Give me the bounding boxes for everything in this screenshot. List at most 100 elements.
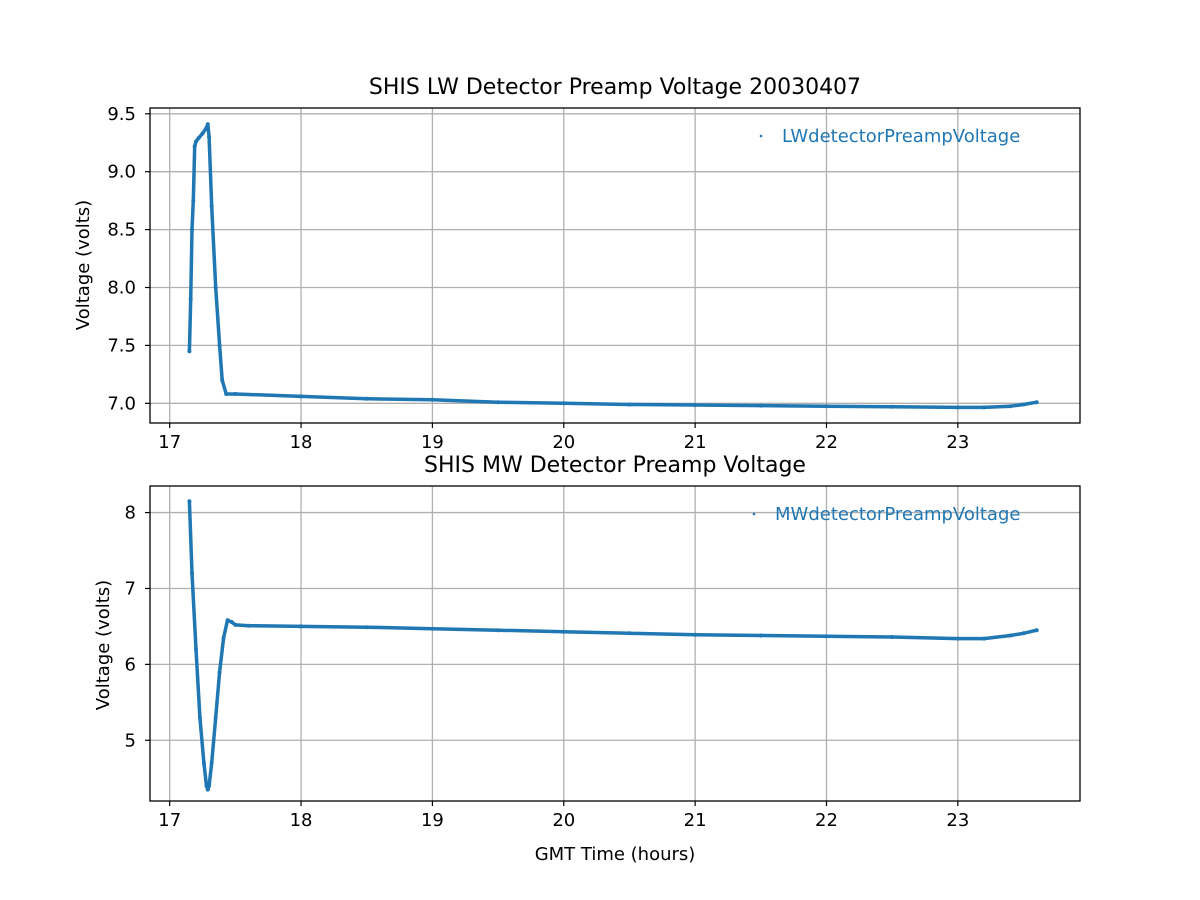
x-tick-label: 19 — [421, 810, 444, 831]
y-tick-label: 9.5 — [107, 104, 136, 125]
data-point — [194, 139, 198, 144]
lw-axis-ticks: 17 18 19 20 21 22 23 7.0 7.5 8.0 8.5 9.0 9.5 — [107, 104, 969, 453]
x-tick-label: 22 — [815, 810, 838, 831]
data-point — [233, 622, 238, 627]
data-point — [190, 227, 194, 232]
data-point — [430, 626, 435, 631]
data-point — [190, 571, 194, 576]
data-point — [207, 135, 212, 139]
data-point — [299, 394, 304, 399]
data-point — [364, 625, 369, 630]
data-point — [693, 403, 698, 407]
y-tick-label: 9.0 — [107, 162, 136, 183]
mw-plot-frame — [149, 485, 1081, 802]
data-point — [758, 633, 763, 638]
x-tick-label: 20 — [552, 432, 575, 453]
mw-x-axis-label: GMT Time (hours) — [535, 844, 696, 865]
data-point — [192, 144, 197, 149]
data-point — [890, 404, 895, 409]
x-tick-label: 17 — [158, 432, 181, 453]
data-point — [627, 631, 632, 636]
data-point — [982, 636, 987, 641]
y-tick-label: 5 — [125, 730, 136, 751]
data-point — [1021, 631, 1026, 636]
data-point — [955, 405, 960, 410]
data-point — [205, 787, 210, 792]
data-point — [188, 297, 193, 302]
data-point — [220, 378, 225, 383]
data-point — [824, 634, 829, 639]
x-tick-label: 22 — [815, 432, 838, 453]
mw-legend-label: MWdetectorPreampVoltage — [775, 504, 1020, 525]
data-point — [209, 204, 214, 209]
data-point — [430, 397, 435, 402]
x-tick-label: 23 — [946, 810, 969, 831]
data-point — [561, 629, 566, 634]
mw-voltage-panel: SHIS MW Detector Preamp Voltage Voltage … — [93, 453, 1081, 865]
data-point — [221, 635, 226, 640]
x-tick-label: 18 — [290, 432, 313, 453]
mw-legend: MWdetectorPreampVoltage — [752, 504, 1020, 525]
data-point — [982, 405, 987, 410]
y-tick-label: 8.5 — [107, 220, 136, 241]
data-point — [561, 401, 566, 406]
lw-voltage-panel: SHIS LW Detector Preamp Voltage 20030407… — [73, 75, 1081, 453]
mw-axis-ticks: 17 18 19 20 21 22 23 5 6 7 8 — [125, 503, 970, 831]
data-point — [205, 122, 210, 127]
y-tick-label: 8 — [125, 503, 136, 524]
data-point — [955, 636, 960, 641]
data-point — [224, 392, 229, 396]
y-tick-label: 6 — [125, 654, 136, 675]
data-point — [496, 400, 501, 405]
data-point — [217, 343, 222, 348]
x-tick-label: 19 — [421, 432, 444, 453]
data-point — [201, 761, 206, 765]
x-tick-label: 23 — [946, 432, 969, 453]
y-tick-label: 7.0 — [107, 393, 136, 414]
x-tick-label: 21 — [684, 432, 707, 453]
data-point — [1021, 402, 1026, 407]
data-point — [1034, 628, 1039, 633]
data-point — [1008, 404, 1013, 409]
data-point — [1034, 400, 1039, 405]
x-tick-label: 20 — [552, 810, 575, 831]
data-point — [233, 392, 238, 396]
mw-grid — [150, 486, 1080, 801]
lw-legend: LWdetectorPreampVoltage — [759, 126, 1020, 147]
data-point — [229, 619, 234, 624]
x-tick-label: 17 — [158, 810, 181, 831]
data-point — [194, 647, 198, 652]
data-point — [207, 783, 212, 788]
x-tick-label: 18 — [290, 810, 313, 831]
data-point — [187, 499, 192, 504]
mw-data-series — [187, 499, 1039, 792]
data-point — [758, 403, 763, 408]
data-point — [225, 618, 230, 623]
lw-data-series — [187, 122, 1039, 410]
lw-legend-marker — [759, 134, 763, 138]
mw-y-axis-label: Voltage (volts) — [93, 580, 114, 710]
data-point — [299, 624, 304, 629]
data-point — [1008, 633, 1013, 638]
lw-y-axis-label: Voltage (volts) — [73, 200, 94, 330]
mw-chart-title: SHIS MW Detector Preamp Voltage — [424, 453, 806, 478]
data-point — [213, 285, 218, 290]
data-point — [187, 349, 192, 354]
data-point — [890, 635, 895, 639]
lw-plot-frame — [149, 107, 1081, 424]
y-tick-label: 7.5 — [107, 335, 136, 356]
data-point — [217, 670, 222, 674]
y-tick-label: 7 — [125, 578, 136, 599]
mw-legend-marker — [752, 512, 756, 516]
data-point — [204, 125, 209, 130]
data-point — [196, 136, 201, 141]
data-point — [496, 628, 501, 633]
lw-legend-label: LWdetectorPreampVoltage — [782, 126, 1020, 147]
data-point — [824, 404, 829, 409]
data-point — [197, 715, 202, 720]
x-tick-label: 21 — [684, 810, 707, 831]
data-point — [693, 632, 698, 637]
data-point — [191, 198, 196, 203]
